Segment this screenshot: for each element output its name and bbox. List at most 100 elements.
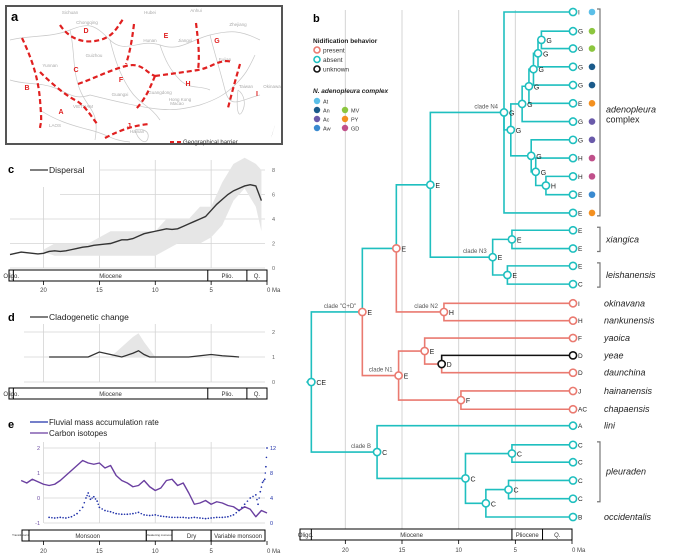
node-icon (517, 99, 527, 109)
tip-node-icon (568, 117, 578, 126)
tip-node-icon (568, 494, 578, 504)
tip-node-icon (568, 261, 578, 271)
map-place-name: Sichuan (62, 10, 79, 15)
clade-label: clade "C+D" (324, 304, 356, 310)
branch (464, 478, 486, 505)
fluvial-point (165, 515, 168, 518)
legend-label-Aw: Aw (323, 126, 331, 132)
tip-node-icon (568, 44, 578, 53)
x-tick-label: 0 Ma (267, 288, 281, 294)
epoch-label: Plio. (221, 274, 233, 280)
epoch-bar (8, 269, 268, 282)
panel-e-climate: e Fluvial mass accumulation rate Carbon i… (8, 418, 281, 555)
fluvial-point (146, 514, 148, 516)
fluvial-point (115, 512, 118, 515)
branch (429, 184, 493, 258)
node-state-label: E (512, 273, 517, 280)
fluvial-point (94, 498, 97, 500)
map-place-name: LAOS (49, 123, 61, 128)
fluvial-point (157, 514, 159, 517)
epoch-label: Pliocene (516, 533, 540, 539)
fluvial-point (232, 513, 235, 516)
tip-complex-dot-icon (588, 118, 596, 125)
node-state-label: E (404, 374, 409, 381)
tip-node-icon (568, 171, 578, 181)
fluvial-point (168, 516, 171, 518)
legend-dot-At-icon (313, 97, 321, 105)
node-state-label: C (514, 488, 519, 495)
fluvial-point (190, 516, 193, 519)
node-icon (507, 234, 517, 244)
branch (440, 354, 573, 365)
branch (537, 53, 573, 68)
tip-state-label: E (578, 192, 583, 199)
right-y-tick-label: 0 (270, 521, 273, 527)
map-place-name: Guizhou (86, 53, 103, 58)
clade-label: clade N4 (474, 104, 498, 110)
x-tick-label: 10 (455, 548, 462, 554)
clade-bracket (597, 441, 601, 503)
map-region-label: E (164, 33, 169, 40)
tip-node-icon (568, 316, 578, 326)
node-state-label: G (536, 154, 541, 161)
fluvial-point (264, 465, 267, 468)
legend-label-present: present (323, 48, 345, 55)
tip-node-icon (568, 298, 578, 308)
dispersal-line (9, 183, 263, 256)
right-y-tick-label: 12 (270, 446, 276, 452)
epoch-label: Oligo. (3, 274, 19, 280)
map-place-name: Hong Kong (169, 97, 192, 102)
node-icon (439, 307, 449, 317)
tip-node-icon (568, 190, 578, 200)
tip-complex-dot-icon (588, 63, 596, 71)
tip-state-label: C (578, 460, 583, 467)
epoch-label: Miocene (99, 274, 122, 280)
legend-title-complex: N. adenopleura complex (313, 88, 389, 95)
fluvial-point (179, 516, 182, 519)
fluvial-point (48, 516, 51, 519)
tip-complex-dot-icon (588, 154, 596, 162)
fluvial-point (148, 514, 151, 517)
epoch-label: Q. (554, 533, 561, 539)
fluvial-point (120, 513, 123, 516)
legend-label-MV: MV (351, 108, 360, 114)
branch (485, 488, 509, 504)
legend-label-unknown: unknown (323, 67, 349, 74)
tip-complex-dot-icon (588, 81, 596, 89)
fluvial-point (106, 510, 109, 512)
branch (429, 111, 504, 185)
clade-name: yeae (603, 350, 624, 360)
tip-state-label: C (578, 478, 583, 485)
phase-label: Transitional monsoon (12, 533, 39, 537)
fluvial-point (126, 513, 129, 516)
panel-label-d: d (8, 312, 15, 324)
x-tick-label: 15 (96, 549, 103, 555)
tip-state-label: E (578, 246, 583, 253)
fluvial-point (238, 509, 240, 512)
cladogenetic-line (49, 350, 240, 358)
fluvial-point (262, 480, 265, 482)
node-icon (499, 108, 509, 117)
tip-state-label: I (578, 10, 580, 17)
node-icon (437, 359, 447, 369)
tip-node-icon (568, 386, 578, 396)
node-icon (531, 167, 541, 177)
tip-node-icon (568, 404, 578, 414)
fluvial-point (56, 516, 59, 519)
node-icon (502, 270, 512, 280)
map-place-name: Hainan (130, 129, 145, 134)
phase-label: Monsoon (75, 534, 100, 540)
fluvial-point (109, 510, 112, 513)
tip-complex-dot-icon (588, 100, 596, 107)
branch (310, 311, 363, 383)
fluvial-point (76, 512, 78, 515)
fluvial-point (258, 497, 260, 499)
fluvial-point (159, 515, 162, 518)
clade-name: daunchina (604, 368, 646, 378)
tip-node-icon (568, 368, 578, 378)
epoch-label: Plio. (221, 392, 233, 398)
x-tick-label: 5 (514, 548, 518, 554)
clade-name: chapaensis (604, 404, 650, 414)
fluvial-point (259, 490, 262, 493)
branch (491, 257, 508, 276)
